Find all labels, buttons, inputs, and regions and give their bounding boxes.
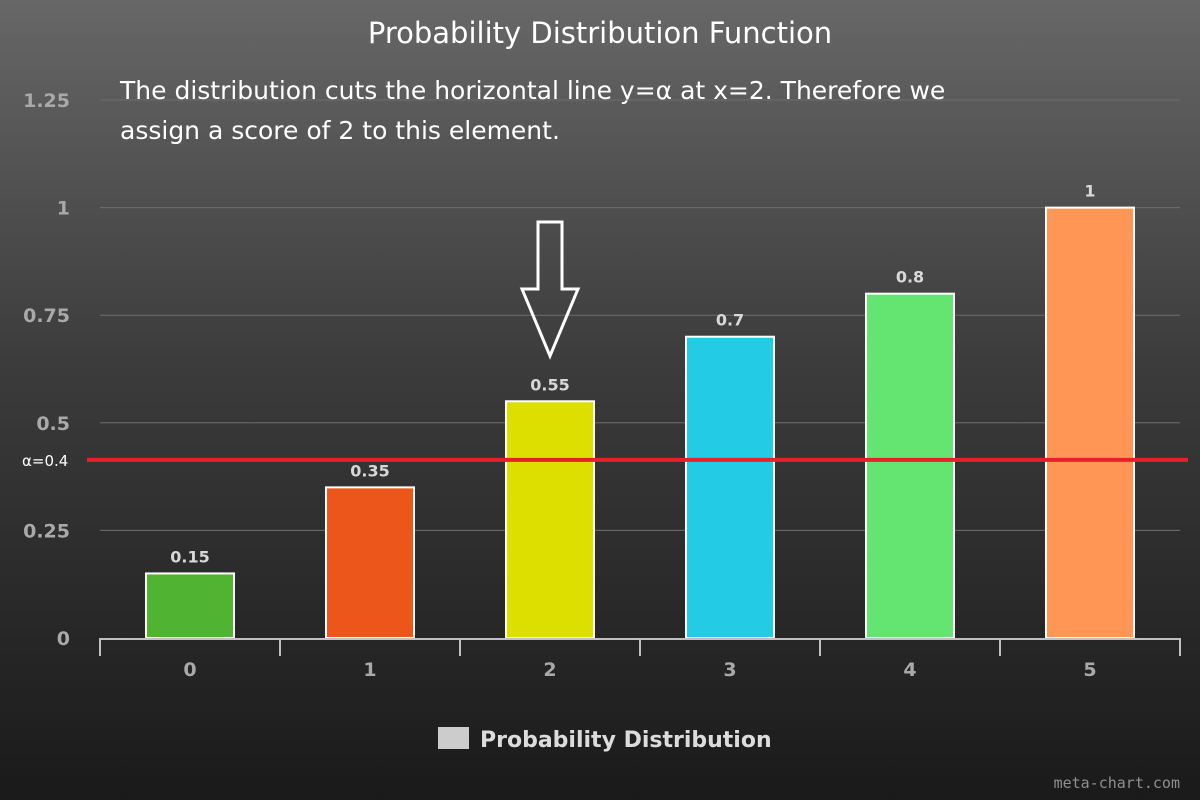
- data-label-5: 1: [1084, 182, 1095, 201]
- bar-4[interactable]: [865, 292, 955, 639]
- bar-1[interactable]: [325, 486, 415, 639]
- y-tick-label: 0.75: [23, 305, 70, 327]
- data-labels: 0.15 0.35 0.55 0.7 0.8 1: [170, 182, 1095, 567]
- y-tick-label: 1: [57, 198, 70, 220]
- x-tick-label: 2: [543, 659, 556, 681]
- y-axis-tick-labels: 0 0.25 0.5 0.75 1 1.25: [23, 90, 70, 650]
- watermark: meta-chart.com: [1054, 774, 1180, 792]
- bar-2[interactable]: [505, 400, 595, 639]
- bar-3[interactable]: [685, 335, 775, 639]
- x-tick-label: 0: [183, 659, 196, 681]
- x-tick-label: 5: [1083, 659, 1096, 681]
- y-tick-label: 1.25: [23, 90, 70, 112]
- legend-label[interactable]: Probability Distribution: [480, 728, 772, 753]
- bars: [145, 206, 1135, 639]
- x-tick-label: 4: [903, 659, 916, 681]
- threshold-label: α=0.4: [22, 452, 68, 470]
- annotation-line-2: assign a score of 2 to this element.: [120, 116, 560, 145]
- annotation-line-1: The distribution cuts the horizontal lin…: [119, 76, 945, 105]
- y-tick-label: 0.25: [23, 520, 70, 542]
- y-tick-label: 0.5: [36, 413, 70, 435]
- y-tick-label: 0: [57, 628, 70, 650]
- data-label-4: 0.8: [896, 268, 924, 287]
- x-axis-tick-labels: 0 1 2 3 4 5: [183, 659, 1096, 681]
- bar-0[interactable]: [145, 572, 235, 639]
- chart-title: Probability Distribution Function: [368, 16, 832, 50]
- data-label-1: 0.35: [350, 461, 389, 480]
- data-label-0: 0.15: [170, 547, 209, 566]
- data-label-2: 0.55: [530, 375, 569, 394]
- down-arrow-icon: [519, 220, 581, 360]
- bar-5[interactable]: [1045, 206, 1135, 639]
- data-label-3: 0.7: [716, 311, 744, 330]
- x-axis: [99, 638, 1181, 656]
- legend-swatch[interactable]: [438, 727, 469, 749]
- x-tick-label: 3: [723, 659, 736, 681]
- x-tick-label: 1: [363, 659, 376, 681]
- grid-lines: [100, 99, 1180, 531]
